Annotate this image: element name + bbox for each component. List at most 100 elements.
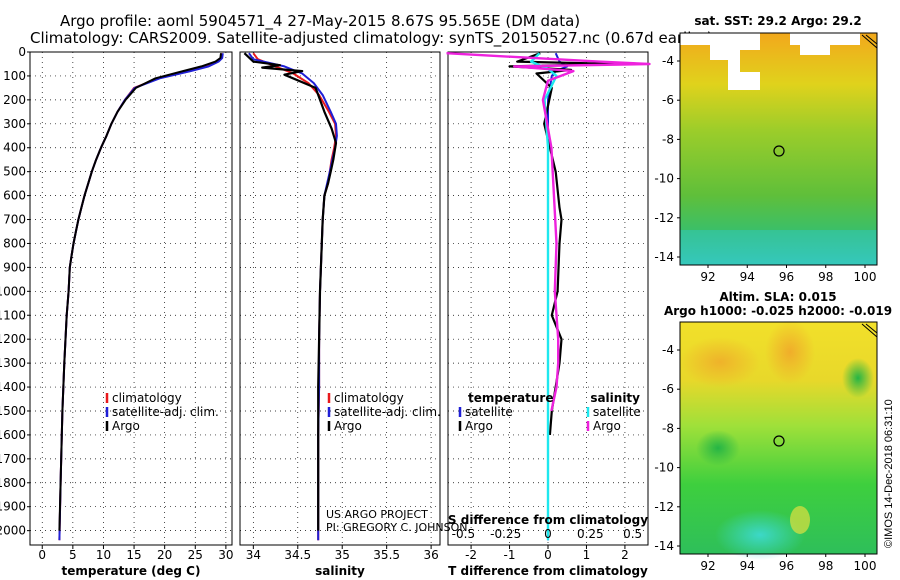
x-tick-label: 20	[157, 548, 172, 562]
legend-salinity-title: salinity	[590, 391, 640, 405]
depth-tick-label: 0	[18, 45, 26, 59]
sdiff-tick-label: -0.25	[490, 527, 521, 541]
x-tick-label: -1	[504, 548, 516, 562]
x-tick-label: 30	[218, 548, 233, 562]
x-tick-label: 35.5	[373, 548, 400, 562]
page-subtitle: Climatology: CARS2009. Satellite-adjuste…	[30, 29, 713, 47]
sst-map-ytick-label: -4	[662, 54, 674, 68]
depth-tick-label: 1800	[0, 476, 26, 490]
sla-map-xtick-label: 98	[818, 559, 833, 573]
depth-tick-label: 700	[3, 213, 26, 227]
series-line	[58, 53, 224, 541]
depth-tick-label: 1400	[0, 380, 26, 394]
x-tick-label: -2	[465, 548, 477, 562]
argo-location-marker-sla	[773, 435, 785, 447]
project-name: US ARGO PROJECT	[326, 508, 428, 521]
sst-map-ytick-label: -14	[654, 250, 674, 264]
x-tick-label: 35	[335, 548, 350, 562]
x-tick-label: 10	[96, 548, 111, 562]
sla-map-subtitle: Argo h1000: -0.025 h2000: -0.019	[664, 304, 892, 318]
salinity-legend-label: satellite-adj. clim.	[334, 405, 441, 419]
sla-map-xtick-label: 96	[779, 559, 794, 573]
series-line	[547, 52, 569, 541]
depth-tick-label: 1900	[0, 500, 26, 514]
depth-tick-label: 400	[3, 141, 26, 155]
depth-tick-label: 1200	[0, 332, 26, 346]
temperature-legend-label: satellite-adj. clim.	[112, 405, 219, 419]
temperature-legend-label: climatology	[112, 391, 182, 405]
depth-tick-label: 500	[3, 165, 26, 179]
series-line	[58, 53, 223, 541]
x-tick-label: 2	[621, 548, 629, 562]
depth-tick-label: 1300	[0, 356, 26, 370]
sst-map	[679, 32, 878, 266]
tdiff-legend-label: Argo	[465, 419, 493, 433]
sst-map-ytick-label: -8	[662, 132, 674, 146]
sst-map-title: sat. SST: 29.2 Argo: 29.2	[694, 14, 861, 28]
depth-tick-label: 300	[3, 117, 26, 131]
salinity-xlabel: salinity	[315, 564, 365, 578]
tdiff-xlabel: T difference from climatology	[448, 564, 648, 578]
series-line	[508, 52, 619, 435]
x-tick-label: 0	[38, 548, 46, 562]
sst-map-ytick-label: -10	[654, 172, 674, 186]
x-tick-label: 34.5	[284, 548, 311, 562]
depth-tick-label: 2000	[0, 524, 26, 538]
x-tick-label: 15	[126, 548, 141, 562]
sla-map-xtick-label: 92	[700, 559, 715, 573]
sst-map-xtick-label: 98	[818, 270, 833, 284]
sst-map-ytick-label: -6	[662, 93, 674, 107]
page-title: Argo profile: aoml 5904571_4 27-May-2015…	[60, 12, 581, 30]
salinity-legend-label: Argo	[334, 419, 362, 433]
argo-location-marker	[773, 145, 785, 157]
depth-tick-label: 1000	[0, 284, 26, 298]
sst-map-xtick-label: 92	[700, 270, 715, 284]
sdiff-xlabel: S difference from climatology	[448, 513, 648, 527]
sst-map-xtick-label: 100	[854, 270, 877, 284]
sla-map-xtick-label: 94	[740, 559, 755, 573]
series-line	[446, 52, 651, 412]
sdiff-tick-label: 0.5	[623, 527, 642, 541]
legend-temperature-title: temperature	[468, 391, 553, 405]
x-tick-label: 0	[544, 548, 552, 562]
sla-map-ytick-label: -10	[654, 461, 674, 475]
x-tick-label: 5	[69, 548, 77, 562]
sla-map-title: Altim. SLA: 0.015	[719, 290, 836, 304]
sla-map-ytick-label: -6	[662, 382, 674, 396]
depth-tick-label: 900	[3, 260, 26, 274]
series-line	[252, 52, 337, 541]
sdiff-tick-label: 0.25	[577, 527, 604, 541]
depth-tick-label: 600	[3, 189, 26, 203]
sla-map-ytick-label: -12	[654, 500, 674, 514]
sdiff-legend-label: Argo	[593, 419, 621, 433]
x-tick-label: 36	[423, 548, 438, 562]
depth-tick-label: 1700	[0, 452, 26, 466]
sla-map	[679, 320, 878, 560]
salinity-legend-label: climatology	[334, 391, 404, 405]
sst-map-ytick-label: -12	[654, 211, 674, 225]
sst-map-xtick-label: 96	[779, 270, 794, 284]
depth-tick-label: 1600	[0, 428, 26, 442]
sdiff-tick-label: 0	[544, 527, 552, 541]
temperature-legend-label: Argo	[112, 419, 140, 433]
sla-map-xtick-label: 100	[854, 559, 877, 573]
x-tick-label: 1	[583, 548, 591, 562]
depth-tick-label: 1100	[0, 308, 26, 322]
series-line	[58, 53, 222, 531]
sst-map-xtick-label: 94	[740, 270, 755, 284]
tdiff-legend-label: satellite	[465, 405, 513, 419]
sla-map-ytick-label: -8	[662, 421, 674, 435]
series-line	[243, 52, 338, 531]
depth-tick-label: 800	[3, 236, 26, 250]
depth-tick-label: 200	[3, 93, 26, 107]
sdiff-legend-label: satellite	[593, 405, 641, 419]
sdiff-tick-label: -0.5	[452, 527, 475, 541]
depth-tick-label: 1500	[0, 404, 26, 418]
depth-tick-label: 100	[3, 69, 26, 83]
sla-map-ytick-label: -14	[654, 539, 674, 553]
sla-map-ytick-label: -4	[662, 343, 674, 357]
project-pi: PI: GREGORY C. JOHNSON	[326, 521, 467, 534]
x-tick-label: 25	[188, 548, 203, 562]
x-tick-label: 34	[246, 548, 261, 562]
